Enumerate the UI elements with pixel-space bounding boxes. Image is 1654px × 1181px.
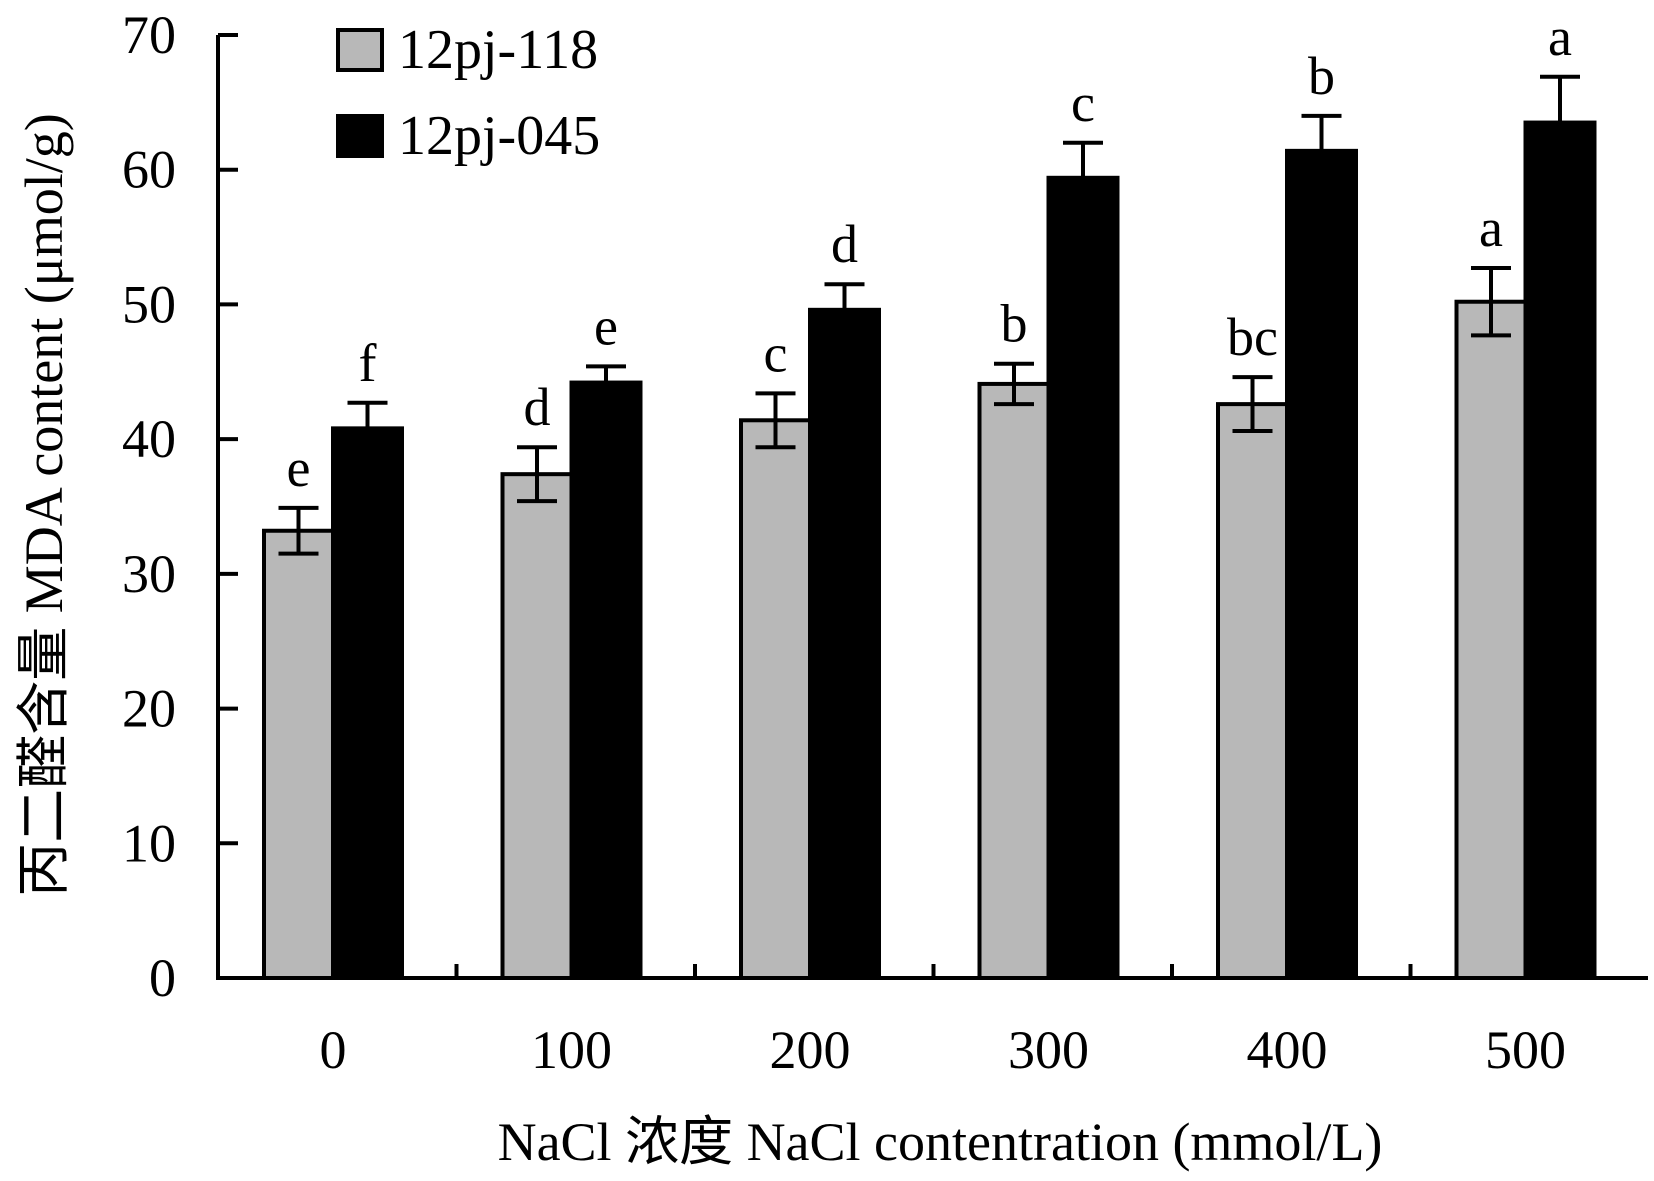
legend-swatch [336, 114, 384, 158]
bar-12pj-045-300 [1046, 175, 1120, 981]
x-tick-label: 400 [1247, 1020, 1328, 1080]
y-tick-label: 40 [122, 409, 176, 469]
y-tick-label: 0 [149, 948, 176, 1008]
y-tick-label: 60 [122, 140, 176, 200]
x-tick-label: 100 [531, 1020, 612, 1080]
y-tick-label: 10 [122, 813, 176, 873]
significance-label: c [1071, 73, 1095, 133]
bar-12pj-118-300 [977, 381, 1051, 981]
x-tick-label: 0 [320, 1020, 347, 1080]
significance-label: f [359, 333, 377, 393]
bar-12pj-118-100 [500, 472, 574, 980]
bar-12pj-045-400 [1285, 148, 1358, 980]
bar-12pj-045-100 [569, 380, 643, 980]
y-tick-label: 70 [122, 5, 176, 65]
x-tick-label: 300 [1008, 1020, 1089, 1080]
bar-12pj-045-200 [808, 307, 881, 980]
bar-12pj-118-0 [262, 528, 335, 981]
significance-label: b [1308, 46, 1335, 106]
y-tick-label: 50 [122, 274, 176, 334]
x-tick-label: 200 [770, 1020, 851, 1080]
significance-label: d [524, 377, 551, 437]
significance-label: e [287, 438, 311, 498]
legend-label: 12pj-045 [398, 105, 600, 167]
axes [216, 33, 1648, 980]
legend: 12pj-118 12pj-045 [336, 19, 600, 167]
significance-label: a [1479, 198, 1503, 258]
x-tick-label: 500 [1485, 1020, 1566, 1080]
significance-label: b [1001, 294, 1028, 354]
error-bars [278, 74, 1580, 556]
y-tick-label: 20 [122, 679, 176, 739]
bar-12pj-045-500 [1523, 120, 1597, 981]
legend-swatch [336, 28, 384, 72]
significance-label: d [831, 214, 858, 274]
x-axis-title: NaCl 浓度 NaCl contentration (mmol/L) [498, 1112, 1383, 1172]
legend-label: 12pj-118 [398, 19, 598, 81]
y-axis-title: 丙二醛含量 MDA content (μmol/g) [14, 113, 74, 896]
bar-12pj-118-500 [1454, 299, 1528, 980]
significance-label: bc [1227, 307, 1278, 367]
significance-label: a [1548, 7, 1572, 67]
bar-12pj-118-200 [739, 418, 812, 981]
significance-label: e [594, 296, 618, 356]
y-tick-label: 30 [122, 544, 176, 604]
bar-12pj-118-400 [1216, 402, 1289, 981]
significance-label: c [764, 323, 788, 383]
bars [262, 120, 1597, 981]
bar-12pj-045-0 [331, 426, 404, 980]
tick-labels: 0 10 20 30 40 50 60 70 0 100 200 300 400 500 [122, 5, 1566, 1080]
